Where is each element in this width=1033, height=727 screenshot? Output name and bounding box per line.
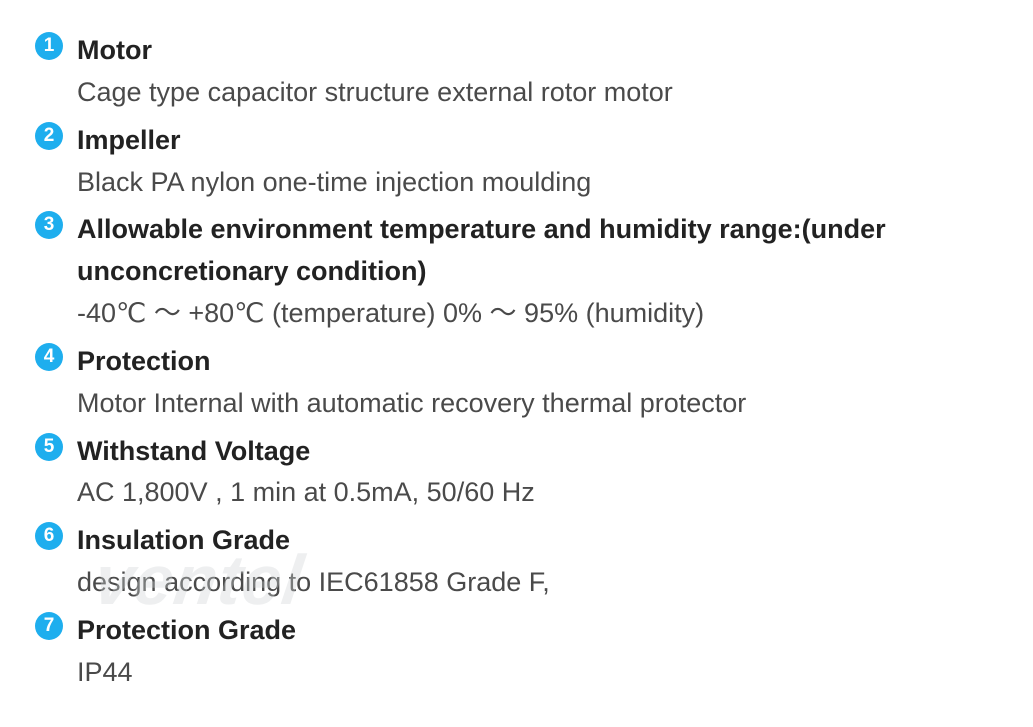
- spec-item-protection: 4 Protection Motor Internal with automat…: [35, 341, 1003, 425]
- spec-title: Allowable environment temperature and hu…: [77, 209, 1003, 293]
- spec-title: Protection Grade: [77, 610, 1003, 652]
- spec-desc: AC 1,800V , 1 min at 0.5mA, 50/60 Hz: [77, 472, 1003, 514]
- spec-title: Withstand Voltage: [77, 431, 1003, 473]
- spec-item-motor: 1 Motor Cage type capacitor structure ex…: [35, 30, 1003, 114]
- spec-content: Motor Cage type capacitor structure exte…: [77, 30, 1003, 114]
- spec-item-insulation-grade: 6 Insulation Grade design according to I…: [35, 520, 1003, 604]
- spec-desc: Black PA nylon one-time injection mouldi…: [77, 162, 1003, 204]
- bullet-icon-2: 2: [35, 122, 63, 150]
- bullet-icon-6: 6: [35, 522, 63, 550]
- spec-item-withstand-voltage: 5 Withstand Voltage AC 1,800V , 1 min at…: [35, 431, 1003, 515]
- spec-list: 1 Motor Cage type capacitor structure ex…: [0, 0, 1033, 720]
- spec-item-impeller: 2 Impeller Black PA nylon one-time injec…: [35, 120, 1003, 204]
- bullet-icon-7: 7: [35, 612, 63, 640]
- spec-desc: Cage type capacitor structure external r…: [77, 72, 1003, 114]
- bullet-icon-5: 5: [35, 433, 63, 461]
- spec-title: Protection: [77, 341, 1003, 383]
- spec-title: Motor: [77, 30, 1003, 72]
- spec-item-protection-grade: 7 Protection Grade IP44: [35, 610, 1003, 694]
- spec-title: Impeller: [77, 120, 1003, 162]
- spec-content: Allowable environment temperature and hu…: [77, 209, 1003, 335]
- spec-content: Withstand Voltage AC 1,800V , 1 min at 0…: [77, 431, 1003, 515]
- spec-item-environment: 3 Allowable environment temperature and …: [35, 209, 1003, 335]
- bullet-icon-1: 1: [35, 32, 63, 60]
- spec-title: Insulation Grade: [77, 520, 1003, 562]
- spec-desc: -40℃ ～ +80℃ (temperature) 0% ～ 95% (humi…: [77, 293, 1003, 335]
- spec-content: Protection Grade IP44: [77, 610, 1003, 694]
- spec-desc: design according to IEC61858 Grade F,: [77, 562, 1003, 604]
- spec-content: Protection Motor Internal with automatic…: [77, 341, 1003, 425]
- spec-content: Insulation Grade design according to IEC…: [77, 520, 1003, 604]
- spec-desc: Motor Internal with automatic recovery t…: [77, 383, 1003, 425]
- spec-desc: IP44: [77, 652, 1003, 694]
- spec-content: Impeller Black PA nylon one-time injecti…: [77, 120, 1003, 204]
- bullet-icon-4: 4: [35, 343, 63, 371]
- bullet-icon-3: 3: [35, 211, 63, 239]
